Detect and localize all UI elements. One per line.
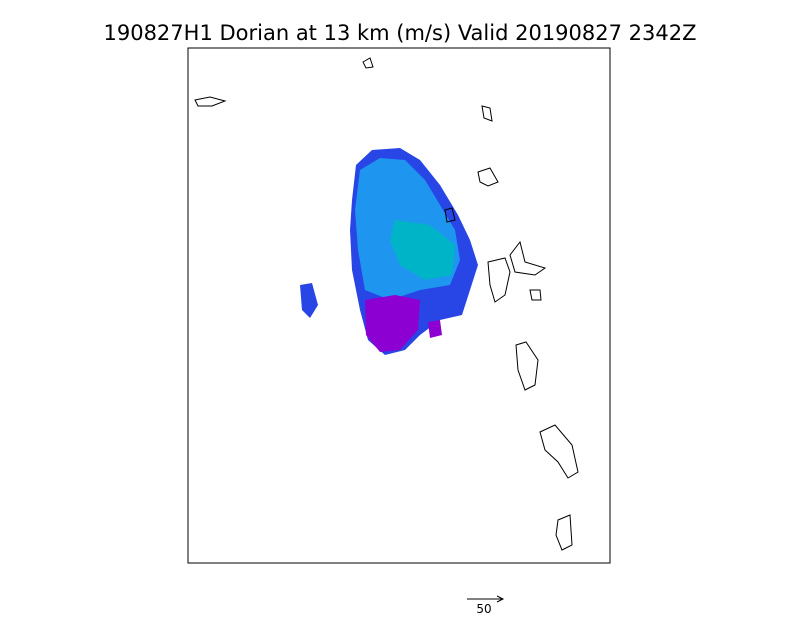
coastlines	[194, 57, 579, 551]
reference-arrow-head	[496, 595, 505, 603]
title: 190827H1 Dorian at 13 km (m/s) Valid 201…	[103, 21, 696, 45]
wind-field	[300, 148, 478, 355]
map-frame	[187, 47, 611, 564]
reference-label: 50	[476, 602, 491, 616]
